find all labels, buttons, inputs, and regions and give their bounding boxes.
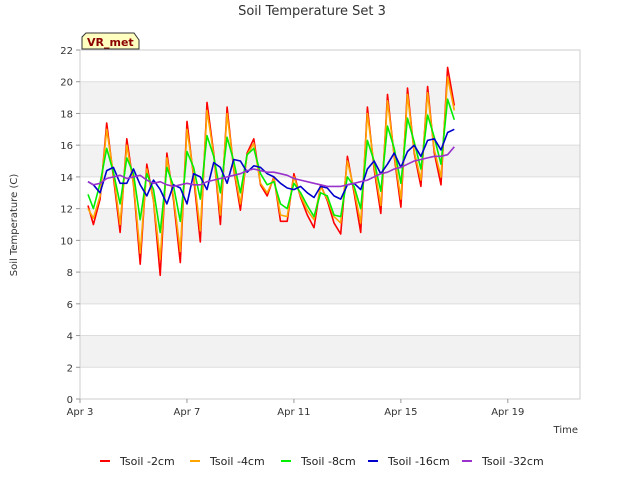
series-line-tsoil-8cm (87, 98, 456, 234)
legend-label: Tsoil -4cm (209, 455, 265, 468)
grid-band (80, 272, 580, 304)
x-tick-label: Apr 7 (174, 407, 201, 418)
legend-item: Tsoil -32cm (462, 455, 544, 468)
x-tick-label: Apr 19 (491, 407, 524, 418)
legend-label: Tsoil -16cm (387, 455, 450, 468)
series-lines (87, 66, 456, 277)
y-tick-label: 6 (67, 300, 73, 311)
x-axis-label: Time (553, 425, 578, 436)
y-axis-ticks: 0 2 4 6 8 10 12 14 16 18 20 22 (60, 46, 80, 406)
y-tick-label: 2 (67, 363, 73, 374)
y-tick-label: 14 (60, 173, 73, 184)
y-tick-label: 12 (60, 205, 73, 216)
x-axis-ticks: Apr 3 Apr 7 Apr 11 Apr 15 Apr 19 (67, 399, 524, 418)
y-tick-label: 10 (60, 236, 73, 247)
x-tick-label: Apr 11 (277, 407, 310, 418)
x-tick-label: Apr 3 (67, 407, 94, 418)
site-badge: VR_met (81, 32, 140, 50)
legend: Tsoil -2cm Tsoil -4cm Tsoil -8cm Tsoil -16c… (100, 455, 544, 468)
y-tick-label: 4 (67, 332, 73, 343)
grid-band (80, 145, 580, 177)
y-tick-label: 16 (60, 141, 73, 152)
y-tick-label: 22 (60, 46, 73, 57)
plot-frame (79, 49, 581, 400)
legend-item: Tsoil -8cm (281, 455, 356, 468)
y-tick-label: 20 (60, 78, 73, 89)
legend-label: Tsoil -2cm (119, 455, 175, 468)
y-axis-label: Soil Temperature (C) (9, 174, 20, 277)
grid-band (80, 335, 580, 368)
series-line-tsoil-32cm (87, 146, 455, 188)
series-line-tsoil-16cm (87, 128, 455, 205)
x-tick-label: Apr 15 (384, 407, 417, 418)
legend-label: Tsoil -8cm (300, 455, 356, 468)
site-badge-label: VR_met (87, 36, 134, 49)
y-tick-label: 8 (67, 268, 73, 279)
y-tick-label: 18 (60, 109, 73, 120)
grid-band (80, 81, 580, 114)
legend-item: Tsoil -4cm (190, 455, 265, 468)
y-tick-label: 0 (67, 395, 73, 406)
chart-title: Soil Temperature Set 3 (238, 4, 386, 19)
legend-label: Tsoil -32cm (481, 455, 544, 468)
legend-item: Tsoil -2cm (100, 455, 175, 468)
legend-item: Tsoil -16cm (368, 455, 450, 468)
grid-bands (80, 81, 580, 368)
